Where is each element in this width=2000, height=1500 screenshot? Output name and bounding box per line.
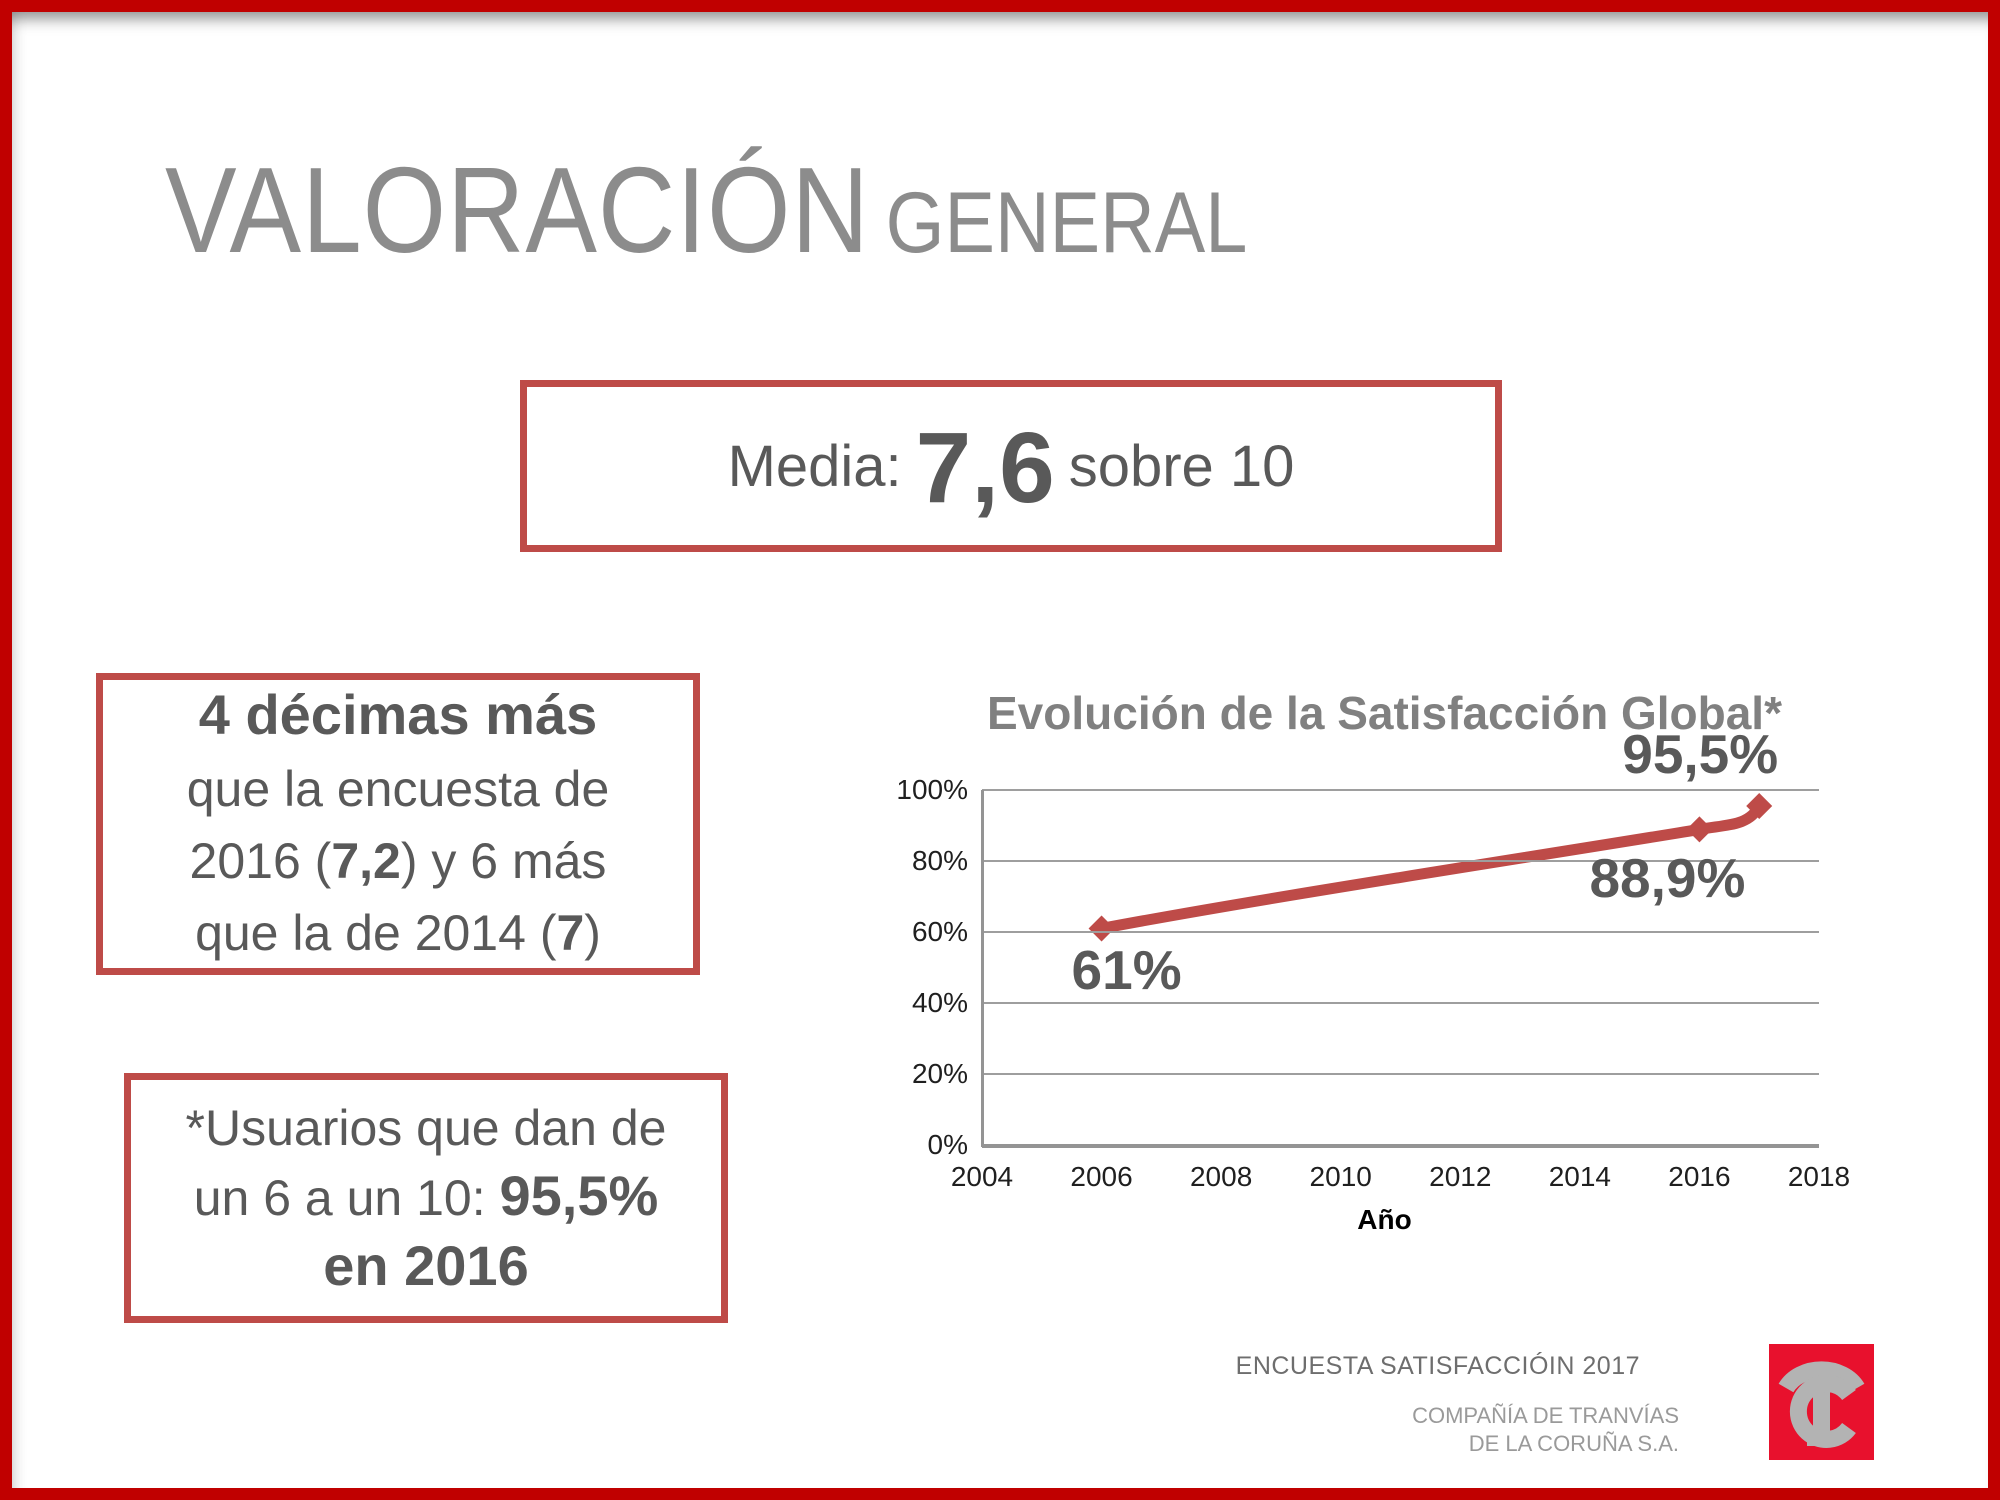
x-tick-label: 2006 bbox=[1070, 1161, 1133, 1192]
data-point-label: 95,5% bbox=[1622, 722, 1779, 785]
x-tick-label: 2014 bbox=[1548, 1161, 1611, 1192]
x-tick-label: 2012 bbox=[1429, 1161, 1492, 1192]
users-footnote-box: *Usuarios que dan de un 6 a un 10: 95,5%… bbox=[124, 1073, 728, 1323]
users-footnote-text: *Usuarios que dan de un 6 a un 10: 95,5%… bbox=[185, 1099, 667, 1297]
page-title-main: VALORACIÓN bbox=[165, 142, 870, 278]
media-value: 7,6 bbox=[915, 411, 1055, 524]
chart-gridline bbox=[982, 1073, 1819, 1075]
y-tick-label: 40% bbox=[911, 987, 968, 1018]
comparison-note-box: 4 décimas más que la encuesta de 2016 (7… bbox=[96, 673, 700, 975]
chart-gridline bbox=[982, 860, 1819, 862]
x-tick-label: 2010 bbox=[1309, 1161, 1372, 1192]
y-tick-label: 100% bbox=[896, 774, 968, 805]
x-tick-label: 2016 bbox=[1668, 1161, 1731, 1192]
x-tick-label: 2004 bbox=[950, 1161, 1014, 1192]
satisfaction-chart: Evolución de la Satisfacción Global* Año… bbox=[872, 672, 1952, 1272]
tc-monogram-icon bbox=[1778, 1361, 1865, 1448]
x-tick-label: 2008 bbox=[1189, 1161, 1253, 1192]
y-tick-label: 0% bbox=[927, 1129, 968, 1160]
slide-panel: VALORACIÓN GENERAL Media: 7,6 sobre 10 4 … bbox=[12, 12, 1988, 1488]
page-title-sub: GENERAL bbox=[885, 175, 1248, 271]
chart-gridline bbox=[982, 931, 1819, 933]
comparison-note-text: 4 décimas más que la encuesta de 2016 (7… bbox=[186, 683, 610, 961]
y-tick-label: 60% bbox=[911, 916, 968, 947]
chart-gridline bbox=[982, 1144, 1819, 1148]
media-score-box: Media: 7,6 sobre 10 bbox=[520, 380, 1502, 552]
chart-gridline bbox=[982, 1002, 1819, 1004]
media-suffix: sobre 10 bbox=[1068, 433, 1295, 499]
chart-title: Evolución de la Satisfacción Global* bbox=[987, 687, 1782, 739]
y-tick-label: 20% bbox=[911, 1058, 968, 1089]
footer-survey-label: ENCUESTA SATISFACCIÓIN 2017 bbox=[1235, 1352, 1640, 1380]
page-title: VALORACIÓN GENERAL bbox=[165, 140, 1247, 280]
data-point-marker bbox=[1746, 792, 1773, 819]
chart-gridline bbox=[982, 789, 1819, 791]
data-point-marker bbox=[1686, 816, 1713, 843]
data-point-label: 61% bbox=[1071, 939, 1182, 1002]
x-axis-title: Año bbox=[1357, 1204, 1412, 1235]
media-prefix: Media: bbox=[727, 433, 902, 499]
company-logo bbox=[1769, 1344, 1874, 1460]
y-tick-label: 80% bbox=[911, 845, 968, 876]
footer-company-label: COMPAÑÍA DE TRANVÍAS DE LA CORUÑA S.A. bbox=[1412, 1403, 1679, 1456]
data-point-label: 88,9% bbox=[1589, 847, 1746, 910]
x-tick-label: 2018 bbox=[1787, 1161, 1851, 1192]
y-axis-line bbox=[981, 790, 984, 1147]
